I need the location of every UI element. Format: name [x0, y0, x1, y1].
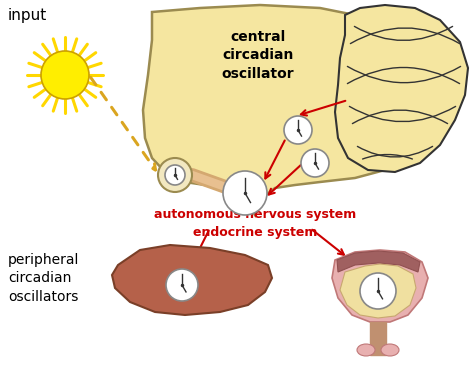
Circle shape — [284, 116, 312, 144]
Polygon shape — [112, 245, 272, 315]
Text: peripheral
circadian
oscillators: peripheral circadian oscillators — [8, 253, 79, 304]
Circle shape — [223, 171, 267, 215]
Polygon shape — [370, 322, 386, 355]
Text: autonomous nervous system
endocrine system: autonomous nervous system endocrine syst… — [154, 208, 356, 239]
Text: input: input — [8, 8, 47, 23]
Circle shape — [158, 158, 192, 192]
Circle shape — [166, 269, 198, 301]
Circle shape — [301, 149, 329, 177]
Circle shape — [360, 273, 396, 309]
Ellipse shape — [381, 344, 399, 356]
Polygon shape — [335, 5, 468, 172]
Polygon shape — [340, 264, 416, 318]
Polygon shape — [337, 251, 420, 272]
Circle shape — [41, 51, 89, 99]
Polygon shape — [332, 250, 428, 322]
Ellipse shape — [357, 344, 375, 356]
Text: central
circadian
oscillator: central circadian oscillator — [222, 30, 294, 81]
Polygon shape — [143, 5, 440, 215]
Circle shape — [165, 165, 185, 185]
